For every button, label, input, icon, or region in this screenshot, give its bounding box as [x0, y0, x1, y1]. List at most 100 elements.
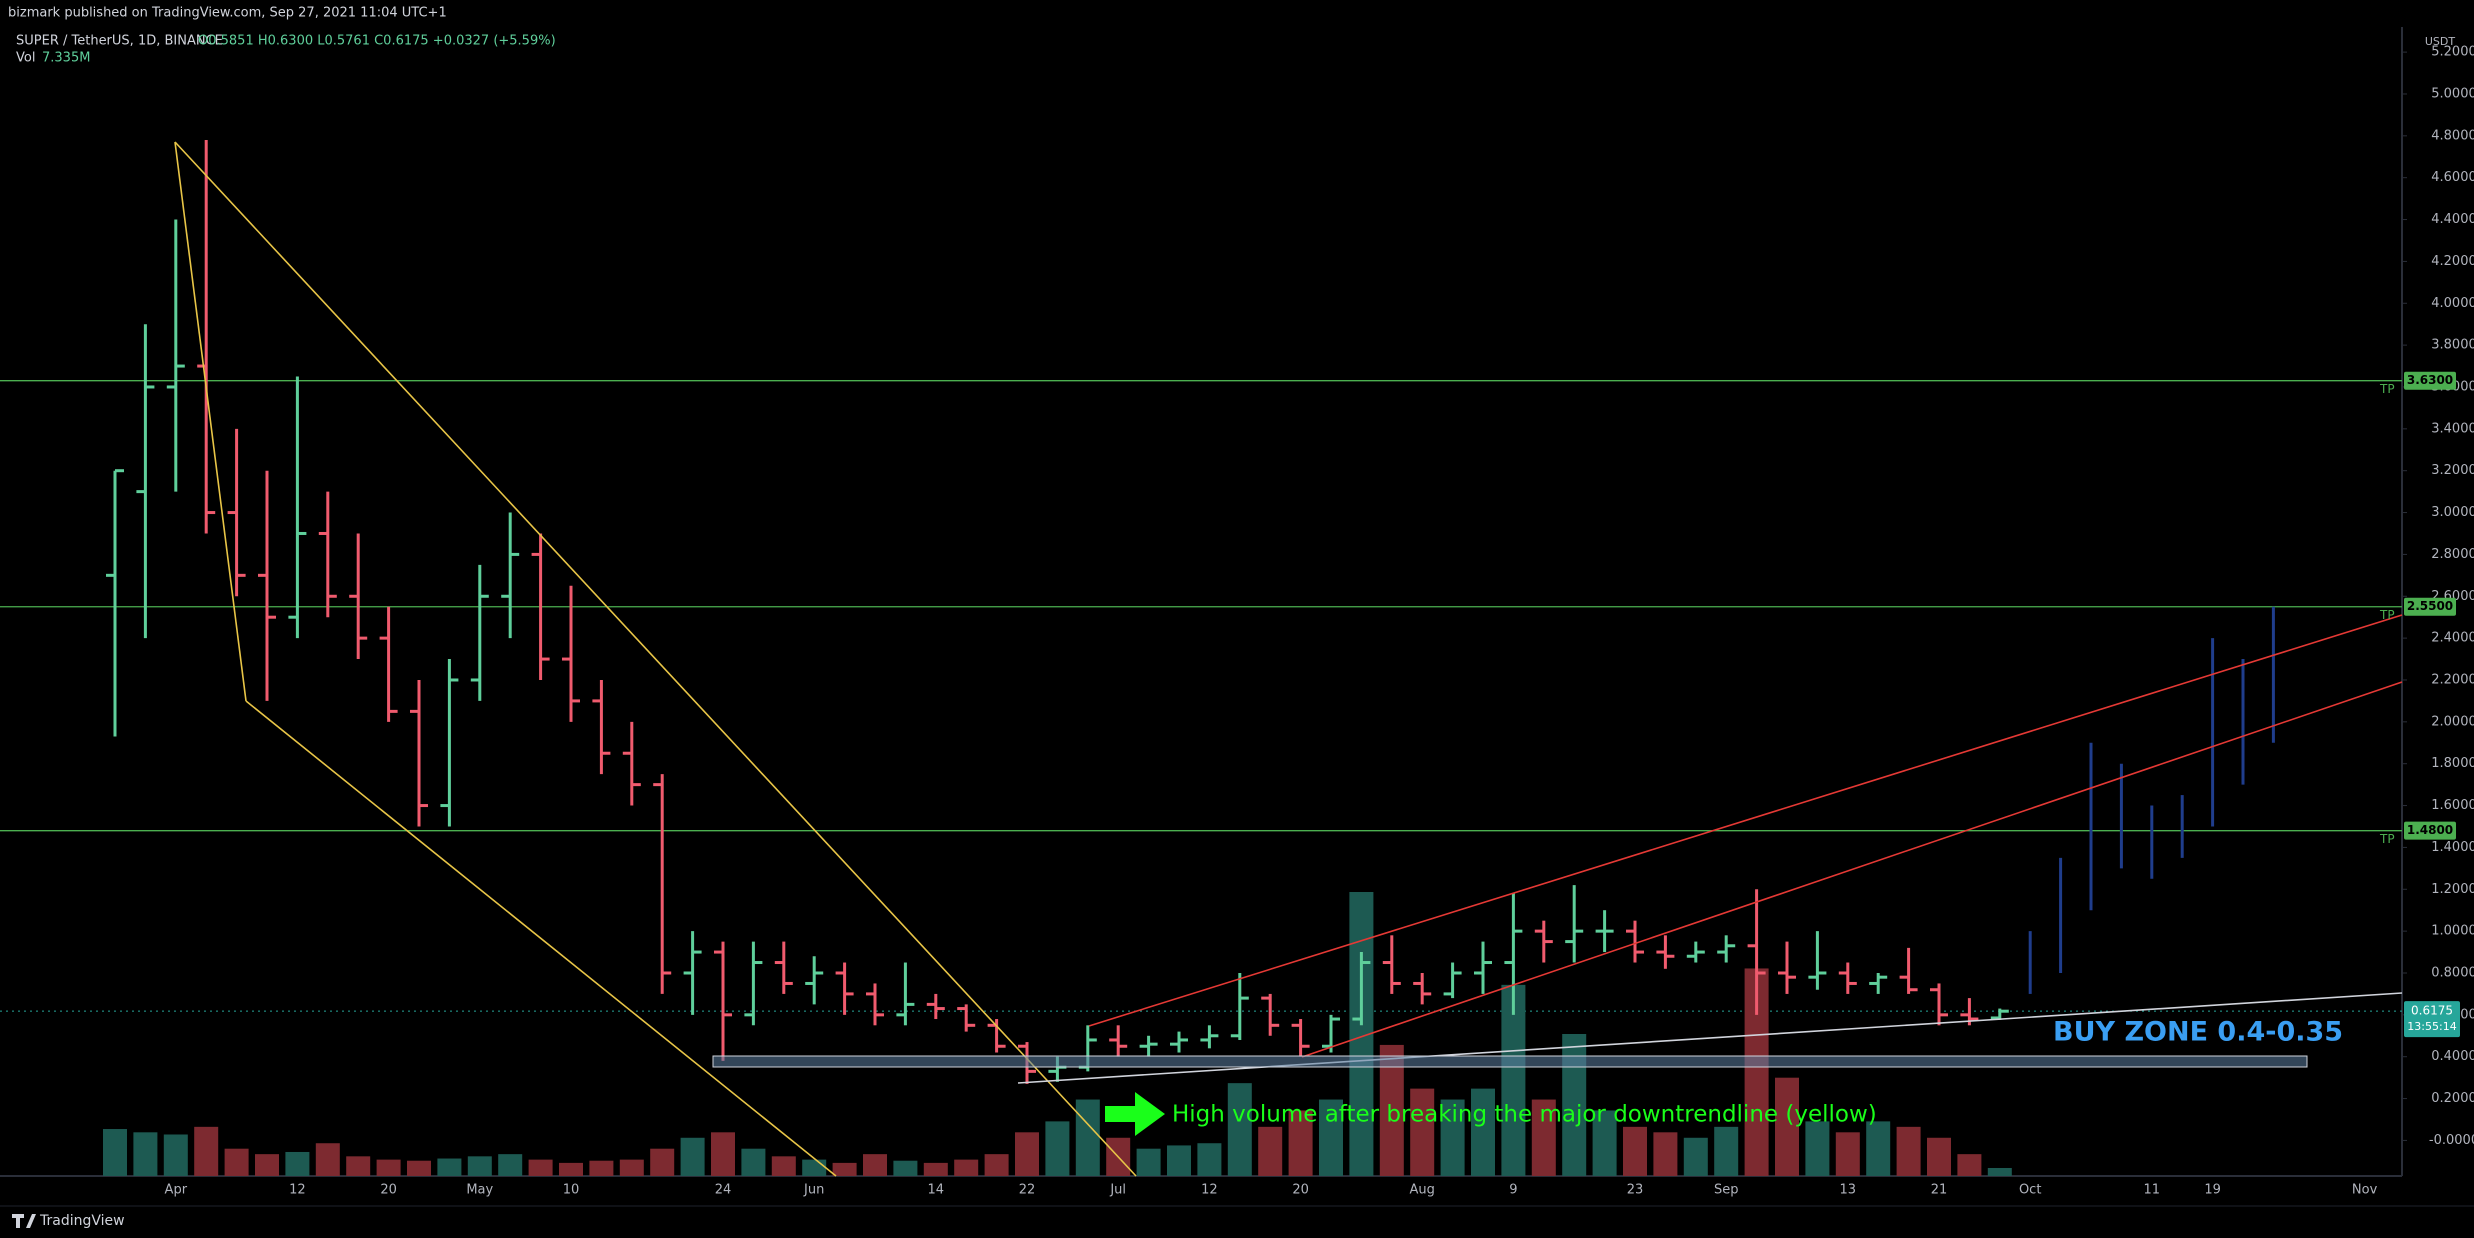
y-tick-label: 3.0000 [2431, 505, 2474, 520]
x-tick-label: Jul [1109, 1183, 1126, 1198]
y-tick-label: 0.8000 [2431, 965, 2474, 980]
y-tick-label: 4.2000 [2431, 254, 2474, 269]
x-tick-label: 19 [2204, 1183, 2221, 1198]
volume-bar [1531, 1099, 1556, 1176]
y-tick-label: 5.2000 [2431, 45, 2474, 60]
x-tick-label: 20 [1292, 1183, 1309, 1198]
level-price-label: 2.5500 [2407, 599, 2453, 613]
volume-bar [1167, 1145, 1191, 1176]
y-tick-label: 4.8000 [2431, 128, 2474, 143]
last-price-countdown: 13:55:14 [2407, 1020, 2456, 1033]
volume-bar [1835, 1132, 1860, 1176]
x-tick-label: Oct [2019, 1183, 2041, 1198]
volume-bar [255, 1154, 279, 1176]
x-tick-label: Apr [165, 1183, 188, 1198]
y-tick-label: 1.2000 [2431, 882, 2474, 897]
x-tick-label: 13 [1840, 1183, 1857, 1198]
volume-bar [1045, 1121, 1070, 1176]
volume-bar [893, 1160, 918, 1176]
volume-bar [1714, 1126, 1739, 1176]
level-price-label: 1.4800 [2407, 823, 2453, 837]
volume-bar [1623, 1126, 1647, 1176]
level-price-label: 3.6300 [2407, 373, 2453, 387]
y-tick-label: 4.4000 [2431, 212, 2474, 227]
volume-bar [1319, 1099, 1343, 1176]
y-tick-label: 2.2000 [2431, 672, 2474, 687]
volume-bar [224, 1148, 249, 1176]
y-tick-label: 1.0000 [2431, 924, 2474, 939]
x-tick-label: May [466, 1183, 493, 1198]
x-tick-label: Aug [1410, 1183, 1435, 1198]
volume-bar [1592, 1110, 1617, 1176]
volume-bar [1015, 1132, 1039, 1176]
y-tick-label: 0.4000 [2431, 1049, 2474, 1064]
volume-bar [1987, 1167, 2012, 1176]
volume-bar [1866, 1121, 1891, 1176]
x-tick-label: 12 [289, 1183, 306, 1198]
volume-bar [1501, 984, 1526, 1176]
series-layer [0, 140, 2402, 1176]
volume-bar [832, 1162, 857, 1176]
volume-bar [802, 1159, 827, 1176]
volume-value: 7.335M [42, 51, 90, 66]
x-tick-label: 10 [563, 1183, 580, 1198]
volume-bar [1896, 1126, 1921, 1176]
volume-bar [498, 1154, 523, 1176]
volume-bar [954, 1159, 979, 1176]
drawings: BUY ZONE 0.4-0.35 High volume after brea… [174, 141, 2403, 1177]
logo [12, 1214, 36, 1228]
volume-bar [467, 1156, 492, 1176]
x-tick-label: 22 [1019, 1183, 1036, 1198]
trendline-yellow [245, 700, 837, 1177]
level-price-box [2404, 821, 2456, 840]
trendline-yellow [174, 141, 247, 702]
x-tick-label: 9 [1509, 1183, 1517, 1198]
volume-bar [741, 1148, 766, 1176]
x-tick-label: 20 [380, 1183, 397, 1198]
y-tick-label: 0.2000 [2431, 1091, 2474, 1106]
volume-bar [559, 1162, 583, 1176]
last-price-box [2404, 1001, 2460, 1038]
trendline-white [1017, 992, 2403, 1084]
volume-bar [194, 1126, 219, 1176]
y-tick-label: 4.0000 [2431, 296, 2474, 311]
buy-zone-label: BUY ZONE 0.4-0.35 [2053, 1017, 2343, 1048]
y-tick-label: 3.4000 [2431, 421, 2474, 436]
volume-bar [285, 1151, 310, 1176]
arrow [1105, 1092, 1165, 1136]
volume-bar [1410, 1088, 1435, 1176]
y-tick-label: 4.6000 [2431, 170, 2474, 185]
volume-bar [103, 1129, 127, 1176]
volume-bar [1957, 1154, 1982, 1176]
y-tick-label: -0.0000 [2429, 1133, 2474, 1148]
published-line: bizmark published on TradingView.com, Se… [8, 6, 447, 21]
volume-bar [1197, 1143, 1222, 1176]
y-tick-label: 1.8000 [2431, 756, 2474, 771]
volume-bar [1927, 1137, 1951, 1176]
volume-bar [1258, 1126, 1283, 1176]
last-price-label: 0.6175 [2411, 1004, 2453, 1018]
y-tick-label: 2.4000 [2431, 631, 2474, 646]
volume-annotation: High volume after breaking the major dow… [1172, 1102, 1877, 1128]
volume-bar [1288, 1110, 1313, 1176]
y-tick-label: 5.0000 [2431, 86, 2474, 101]
level-note: TP [2379, 382, 2395, 396]
volume-bar [771, 1156, 796, 1176]
volume-bar [1136, 1148, 1161, 1176]
volume-bar [407, 1160, 431, 1176]
volume-bar [923, 1162, 948, 1176]
volume-bar [589, 1160, 614, 1176]
volume-bar [711, 1132, 735, 1176]
x-tick-label: Nov [2352, 1183, 2378, 1198]
level-price-box [2404, 597, 2456, 616]
x-tick-label: Sep [1714, 1183, 1739, 1198]
x-tick-label: Jun [803, 1183, 824, 1198]
x-tick-label: 11 [2144, 1183, 2161, 1198]
y-tick-label: 3.8000 [2431, 338, 2474, 353]
volume-bar [376, 1159, 401, 1176]
y-tick-label: 3.2000 [2431, 463, 2474, 478]
volume-bar [1775, 1077, 1799, 1176]
volume-bar [315, 1143, 340, 1176]
